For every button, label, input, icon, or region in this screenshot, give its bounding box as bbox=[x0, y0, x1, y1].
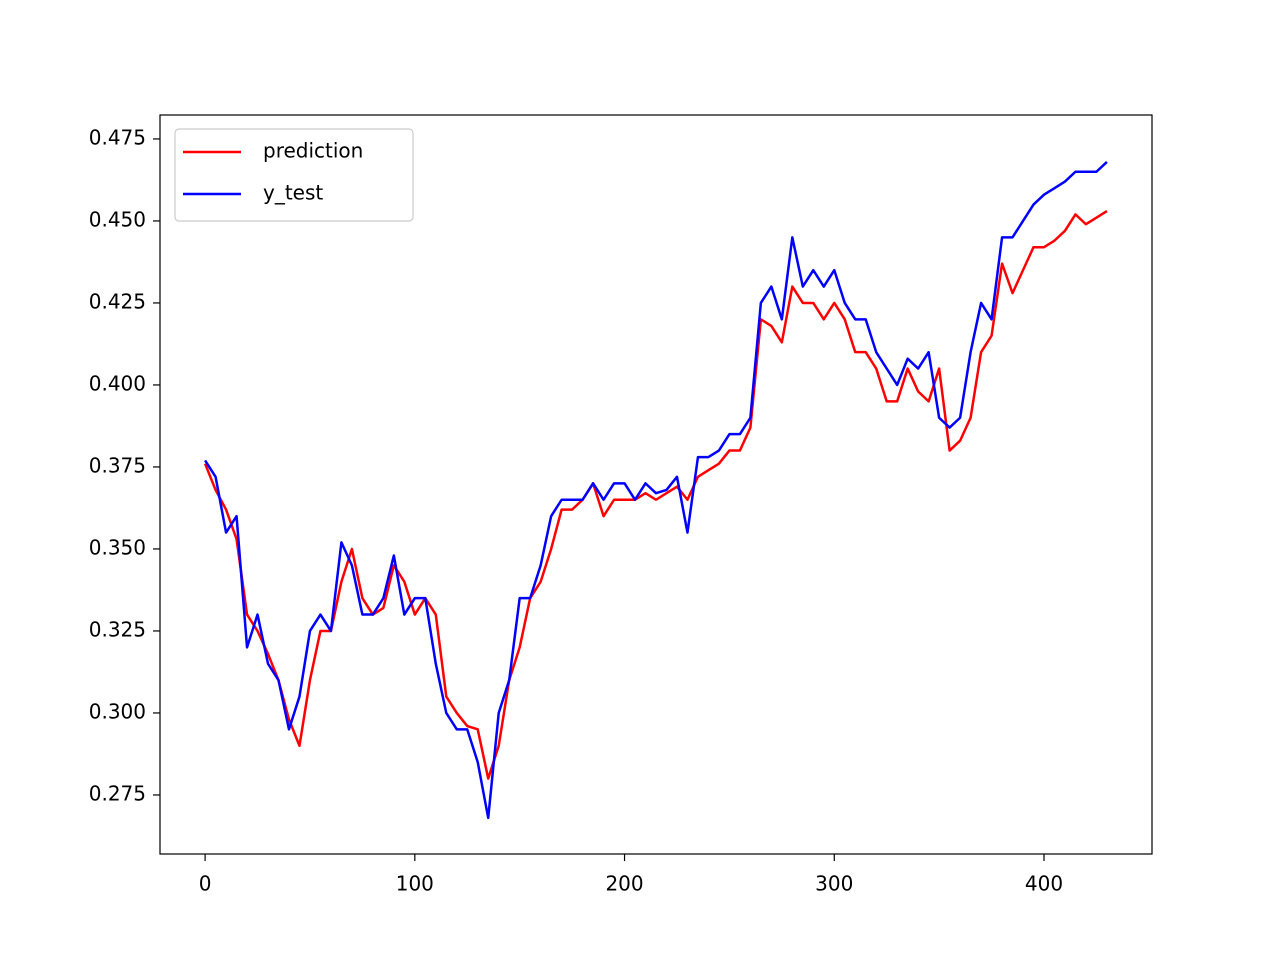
y-tick-label: 0.400 bbox=[89, 371, 146, 395]
y-tick-label: 0.475 bbox=[89, 125, 146, 149]
x-tick-label: 200 bbox=[605, 872, 643, 896]
legend-label: y_test bbox=[263, 181, 323, 205]
y-tick-label: 0.425 bbox=[89, 289, 146, 313]
x-tick-label: 400 bbox=[1025, 872, 1063, 896]
x-tick-label: 0 bbox=[199, 872, 212, 896]
x-tick-label: 300 bbox=[815, 872, 853, 896]
y-tick-label: 0.325 bbox=[89, 617, 146, 641]
y-tick-label: 0.450 bbox=[89, 207, 146, 231]
y-tick-label: 0.275 bbox=[89, 781, 146, 805]
y-tick-label: 0.375 bbox=[89, 453, 146, 477]
x-tick-label: 100 bbox=[396, 872, 434, 896]
y-tick-label: 0.300 bbox=[89, 699, 146, 723]
legend-label: prediction bbox=[263, 139, 363, 163]
plot-frame bbox=[159, 114, 1153, 855]
y-tick-label: 0.350 bbox=[89, 535, 146, 559]
legend: prediction y_test bbox=[174, 128, 414, 222]
line-series bbox=[203, 210, 1108, 780]
line-series bbox=[204, 160, 1108, 820]
